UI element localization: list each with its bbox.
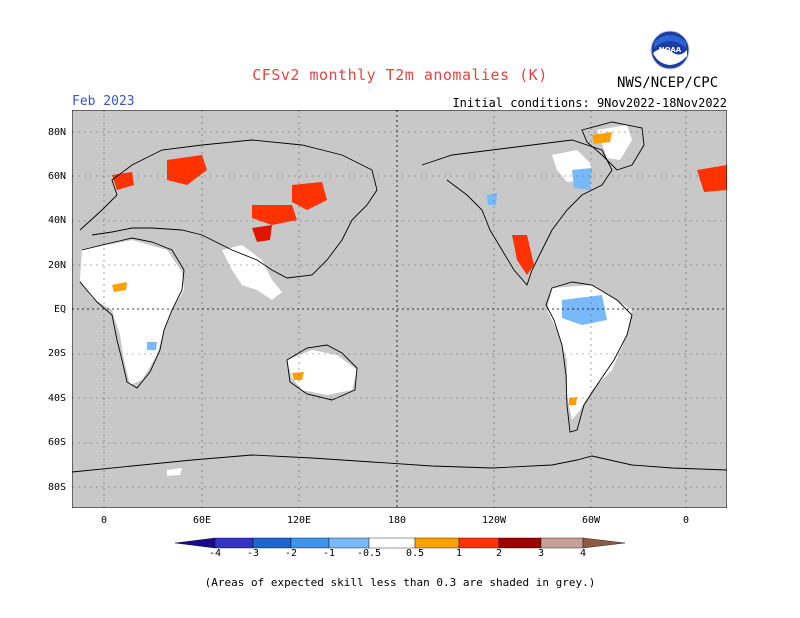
greenland-coast [581,121,645,171]
lon-label: 60W [581,515,601,526]
colorbar-label: 1 [455,548,463,559]
map-title: CFSv2 monthly T2m anomalies (K) [252,66,548,84]
lat-label: 40N [47,215,66,226]
colorbar-label: 4 [579,548,587,559]
eurasia-coast [79,139,378,279]
amazon-cool [562,295,607,325]
pacific-nw-cool [487,193,497,205]
lon-label: 0 [100,515,108,526]
europe-warm [112,172,134,190]
cool-anomaly-regions [147,168,607,350]
near-normal-regions [80,125,632,476]
australia-coast [286,344,358,401]
siberia-warm [292,182,327,210]
lon-label: 180 [387,515,407,526]
coastlines [72,121,727,473]
africa-warm [112,282,127,292]
lon-label: 0 [682,515,690,526]
lat-label: 20S [47,348,66,359]
north-america-coast [421,139,613,286]
colorbar-label: -2 [284,548,298,559]
scandinavia-warm [697,165,727,192]
colorbar-label: 2 [495,548,503,559]
alaska-warm [592,132,612,144]
colorbar-bin [458,537,500,549]
svg-text:NOAA: NOAA [659,46,682,54]
colorbar-bin [214,537,254,549]
noaa-logo-icon: NOAA [650,30,690,70]
colorbar-lt-4 [175,537,216,549]
colorbar-bin [414,537,460,549]
forecast-month: Feb 2023 [72,94,135,109]
skill-footnote: (Areas of expected skill less than 0.3 a… [204,576,596,589]
antarctic-white [167,468,182,476]
lat-label: 80S [47,482,66,493]
colorbar-bin [290,537,330,549]
australia-white [287,350,357,395]
colorbar-label: -4 [208,548,222,559]
lon-label: 120W [481,515,507,526]
colorbar-bin [328,537,370,549]
africa-coast [79,237,185,389]
colorbar-bin [540,537,584,549]
colorbar-bin [252,537,292,549]
colorbar-label: 3 [537,548,545,559]
tibet-warm [252,225,272,242]
australia-warm [292,372,304,380]
warm-anomaly-regions [112,132,727,405]
initial-conditions: Initial conditions: 9Nov2022-18Nov2022 [452,96,727,110]
anomaly-map [72,110,727,508]
africa-cool [147,342,157,350]
colorbar-label: -1 [322,548,336,559]
colorbar-bin [498,537,542,549]
central-asia-warm [252,205,297,225]
lon-label: 120E [286,515,312,526]
lat-label: 80N [47,127,66,138]
graticule [72,110,727,508]
colorbar-label: 0.5 [405,548,425,559]
colorbar-bin [368,537,416,549]
southeast-asia-white [222,245,282,300]
colorbar-label: -0.5 [356,548,382,559]
argentina-warm [569,397,577,405]
colorbar-gt-4 [582,537,625,549]
agency-label: NWS/NCEP/CPC [617,75,719,91]
russia-warm [167,155,207,185]
lat-label: 40S [47,393,66,404]
lat-label: 60N [47,171,66,182]
africa-white [80,240,184,385]
south-america-coast [545,281,633,433]
lat-label: 20N [47,260,66,271]
lon-label: 60E [192,515,212,526]
colorbar-label: -3 [246,548,260,559]
colorbar [175,537,625,549]
lat-label: EQ [53,304,66,315]
lat-label: 60S [47,437,66,448]
canada-cool [572,168,592,190]
